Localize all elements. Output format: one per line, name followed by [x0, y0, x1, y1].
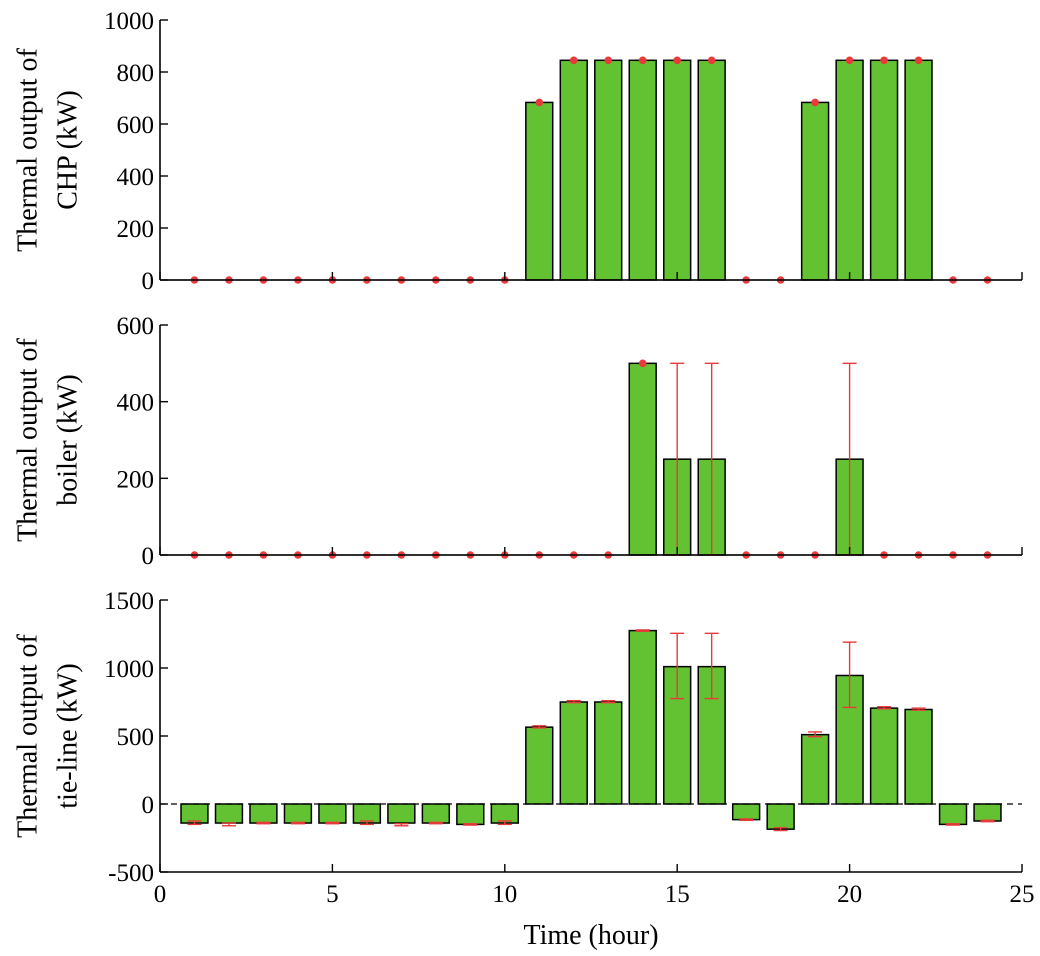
value-marker [638, 359, 647, 368]
bar [490, 803, 519, 824]
y-axis-label: Thermal output of [12, 47, 43, 251]
y-tick-label: 400 [117, 164, 155, 191]
bar [973, 803, 1002, 822]
y-tick-label: 200 [117, 216, 155, 243]
bar [938, 803, 968, 826]
bar [766, 803, 795, 830]
value-marker [914, 56, 923, 65]
bar [800, 733, 830, 805]
y-tick-label: 200 [117, 466, 155, 493]
bar [594, 701, 623, 805]
bar [249, 803, 278, 824]
bar [628, 629, 657, 805]
bar [594, 59, 623, 281]
bar [318, 803, 347, 824]
x-tick-label: 0 [154, 881, 167, 908]
value-marker [569, 56, 578, 65]
y-axis-label: CHP (kW) [52, 90, 83, 210]
value-marker [535, 98, 544, 107]
value-marker [707, 56, 716, 65]
y-tick-label: 600 [117, 112, 155, 139]
bar [559, 701, 588, 805]
bar [525, 101, 554, 281]
chart-panel-2: 0 200 400 600 Thermal output of boiler (kW) [12, 313, 1023, 570]
bar [352, 803, 382, 824]
y-tick-label: 1500 [104, 588, 154, 615]
x-tick-label: 25 [1010, 881, 1035, 908]
bar [559, 59, 588, 281]
y-tick-label: 1000 [104, 8, 154, 35]
x-tick-label: 5 [326, 881, 339, 908]
bar [180, 803, 209, 824]
bar [800, 101, 830, 281]
y-axis-label: tie-line (kW) [52, 663, 83, 808]
y-tick-label: 0 [142, 268, 155, 295]
bar [628, 362, 657, 556]
bar [904, 59, 933, 281]
chart-panel-1: 0 200 400 600 800 1000 Thermal output of CHP (k… [12, 8, 1023, 295]
x-axis-label: Time (hour) [523, 920, 658, 951]
bar [525, 726, 554, 805]
value-marker [845, 56, 854, 65]
bar [731, 803, 761, 821]
bar [869, 707, 899, 805]
value-marker [880, 56, 888, 65]
y-tick-label: 600 [117, 313, 155, 340]
bar [283, 803, 313, 824]
x-tick-label: 10 [492, 881, 517, 908]
y-tick-label: 500 [117, 724, 155, 751]
bar [421, 803, 451, 824]
bar [628, 59, 657, 281]
y-tick-label: 400 [117, 390, 155, 417]
value-marker [811, 98, 819, 107]
value-marker [638, 56, 647, 65]
y-tick-label: -500 [108, 860, 154, 887]
y-axis-label: boiler (kW) [52, 374, 83, 505]
x-tick-label: 20 [837, 881, 862, 908]
y-axis-label: Thermal output of [12, 633, 43, 837]
x-tick-label: 15 [665, 881, 690, 908]
bar [663, 59, 692, 281]
bar [869, 59, 899, 281]
value-marker [673, 56, 681, 65]
bar [387, 803, 416, 824]
bar [456, 803, 485, 826]
y-tick-label: 0 [142, 543, 155, 570]
bar [904, 708, 933, 805]
bar [697, 59, 726, 281]
bar [835, 59, 864, 281]
y-tick-label: 800 [117, 60, 155, 87]
y-tick-label: 0 [142, 792, 155, 819]
y-axis-label: Thermal output of [12, 337, 43, 541]
value-marker [604, 56, 613, 65]
y-tick-label: 1000 [104, 656, 154, 683]
bar [214, 803, 244, 824]
